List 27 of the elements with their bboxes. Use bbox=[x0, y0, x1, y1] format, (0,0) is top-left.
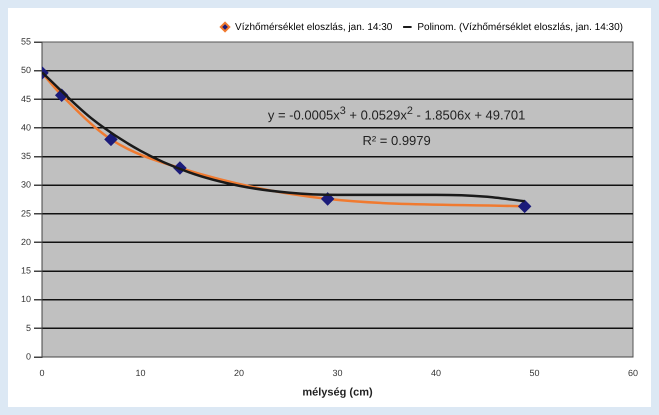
x-tick-label: 20 bbox=[234, 368, 244, 378]
legend-label: Vízhőmérséklet eloszlás, jan. 14:30 bbox=[235, 22, 393, 33]
y-tick-label: 50 bbox=[20, 65, 32, 76]
y-tick-label: 0 bbox=[26, 351, 32, 362]
x-tick-label: 10 bbox=[136, 368, 146, 378]
y-tick-label: 45 bbox=[20, 94, 32, 104]
y-tick-label: 10 bbox=[20, 294, 32, 304]
x-tick-label: 40 bbox=[430, 368, 442, 378]
y-tick-label: 20 bbox=[20, 236, 32, 247]
y-tick-label: 35 bbox=[20, 151, 32, 162]
y-tick-label: 40 bbox=[20, 122, 32, 132]
annotation: R² = 0.9979 bbox=[362, 133, 431, 148]
x-tick-label: 0 bbox=[40, 368, 45, 378]
x-tick-label: 60 bbox=[628, 368, 638, 378]
x-axis-title: mélység (cm) bbox=[302, 386, 373, 398]
y-tick-label: 55 bbox=[20, 36, 32, 46]
x-tick-label: 30 bbox=[332, 368, 343, 378]
y-tick-label: 5 bbox=[26, 322, 32, 333]
point bbox=[321, 192, 334, 206]
legend-label: Polinom. (Vízhőmérséklet eloszlás, jan. 14:30) bbox=[417, 22, 624, 33]
y-tick-label: 15 bbox=[20, 266, 32, 276]
point bbox=[104, 133, 118, 146]
point bbox=[518, 200, 531, 213]
y-tick-label: 25 bbox=[20, 208, 32, 218]
x-tick-label: 50 bbox=[529, 368, 540, 378]
annotation: y = -0.0005x$^{3}$ + 0.0529x$^{2}$ - 1.8506x + 49.701 bbox=[268, 104, 526, 122]
y-tick-label: 30 bbox=[20, 180, 32, 190]
